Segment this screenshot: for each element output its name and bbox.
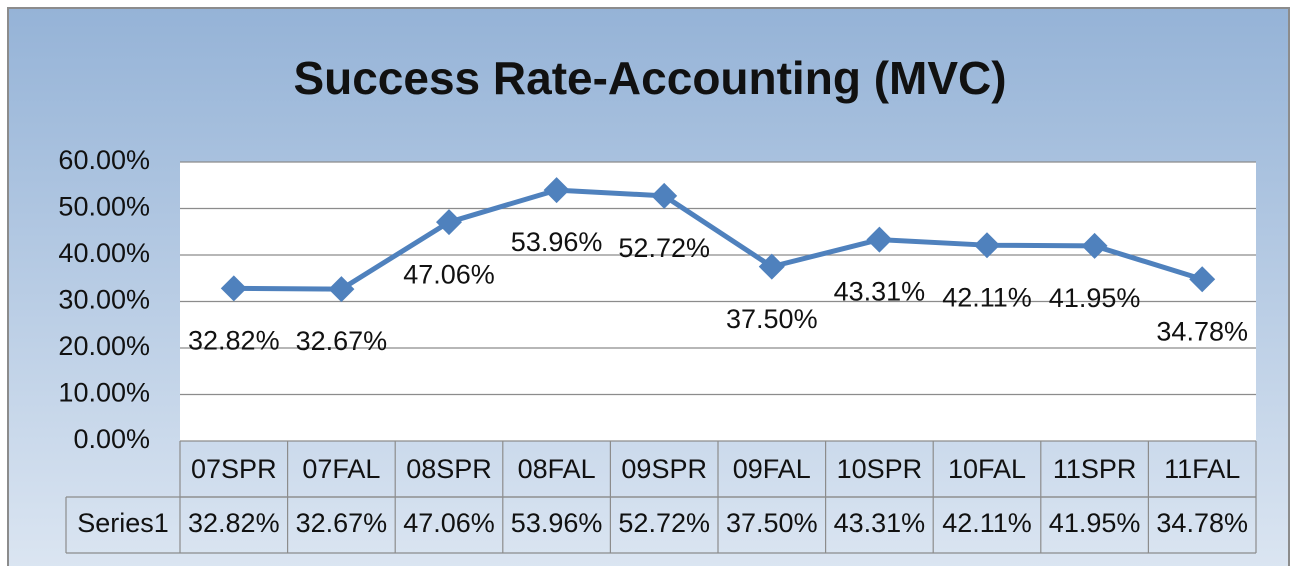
marker xyxy=(436,209,462,236)
chart-title: Success Rate-Accounting (MVC) xyxy=(293,52,1006,104)
y-tick-label: 40.00% xyxy=(58,238,150,268)
x-tick-label: 10FAL xyxy=(948,454,1026,484)
table-value: 52.72% xyxy=(618,508,710,538)
data-label: 41.95% xyxy=(1049,283,1141,313)
marker xyxy=(220,275,247,302)
table-value: 43.31% xyxy=(834,508,926,538)
table-value: 32.67% xyxy=(296,508,388,538)
y-tick-label: 10.00% xyxy=(58,378,150,408)
x-tick-label: 07FAL xyxy=(302,454,380,484)
x-tick-label: 10SPR xyxy=(837,454,923,484)
data-label: 52.72% xyxy=(618,233,710,263)
marker xyxy=(974,232,1000,259)
marker xyxy=(1189,266,1216,293)
y-tick-label: 0.00% xyxy=(73,424,150,454)
x-tick-label: 08FAL xyxy=(518,454,596,484)
y-tick-label: 50.00% xyxy=(58,192,150,222)
data-label: 43.31% xyxy=(834,277,926,307)
data-label: 47.06% xyxy=(403,259,495,289)
marker xyxy=(1081,232,1108,259)
table-value: 42.11% xyxy=(942,508,1032,538)
data-label: 32.82% xyxy=(188,326,280,356)
table-value: 37.50% xyxy=(726,508,818,538)
table-value: 47.06% xyxy=(403,508,495,538)
marker xyxy=(758,253,785,280)
y-tick-label: 20.00% xyxy=(58,331,150,361)
table-value: 53.96% xyxy=(511,508,603,538)
x-tick-label: 07SPR xyxy=(191,454,277,484)
y-tick-label: 60.00% xyxy=(58,145,150,175)
x-tick-label: 08SPR xyxy=(406,454,492,484)
x-tick-label: 09SPR xyxy=(621,454,707,484)
data-label: 53.96% xyxy=(511,227,603,257)
table-value: 34.78% xyxy=(1156,508,1248,538)
marker xyxy=(543,177,570,204)
x-tick-label: 09FAL xyxy=(733,454,811,484)
data-label: 37.50% xyxy=(726,304,818,334)
line xyxy=(233,187,1203,292)
x-tick-label: 11FAL xyxy=(1164,454,1240,484)
table-series-name: Series1 xyxy=(77,508,169,538)
marker xyxy=(328,276,355,303)
table-value: 32.82% xyxy=(188,508,280,538)
data-label: 34.78% xyxy=(1156,316,1248,346)
table-value: 41.95% xyxy=(1049,508,1141,538)
data-label: 42.11% xyxy=(942,282,1032,312)
y-tick-label: 30.00% xyxy=(58,285,150,315)
marker xyxy=(651,182,678,209)
data-label: 32.67% xyxy=(296,326,388,356)
x-tick-label: 11SPR xyxy=(1053,454,1137,484)
marker xyxy=(866,226,893,253)
